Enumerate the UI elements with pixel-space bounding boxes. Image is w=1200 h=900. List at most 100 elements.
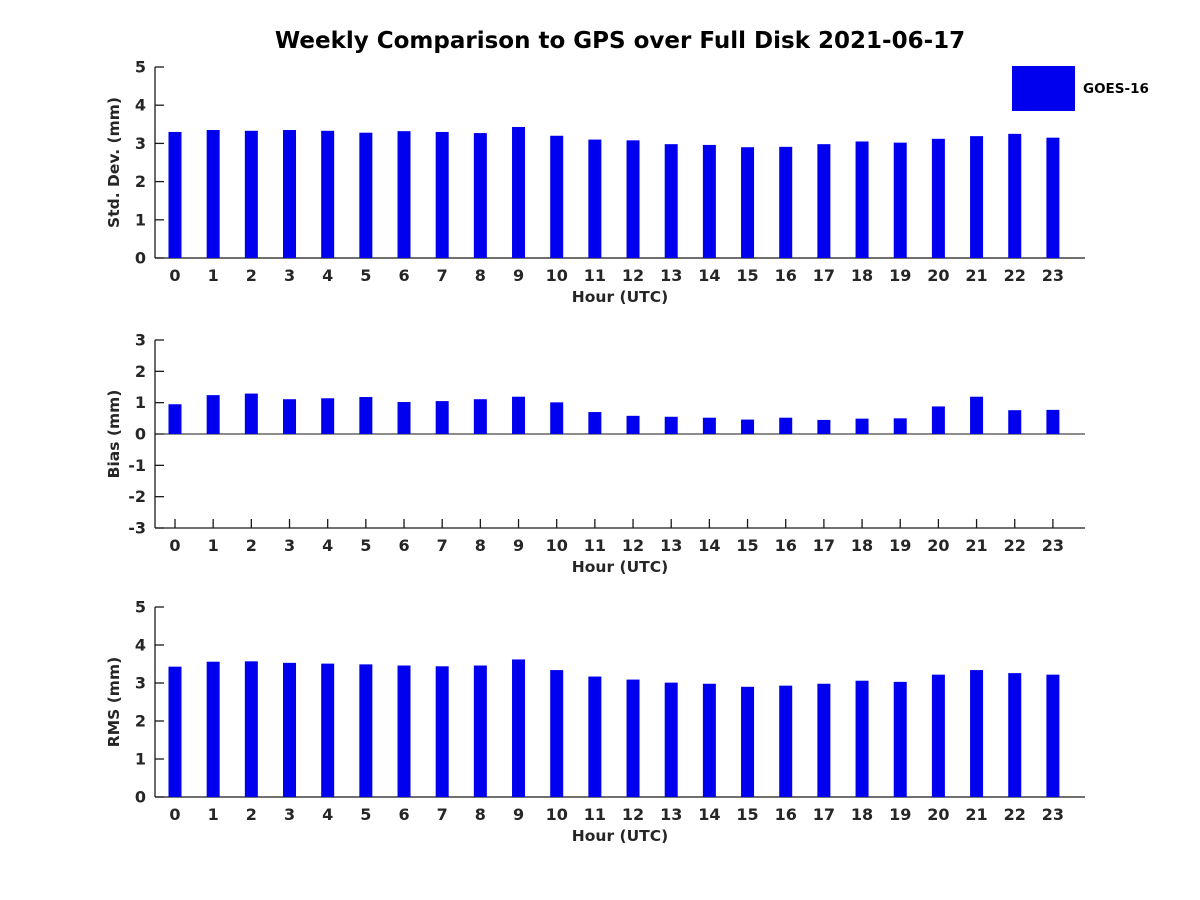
y-tick-label: -3 — [128, 519, 146, 538]
bar-hour-6 — [397, 131, 411, 258]
x-tick-label: 7 — [437, 536, 448, 555]
x-tick-label: 23 — [1042, 266, 1064, 285]
x-tick-label: 7 — [437, 805, 448, 824]
x-tick-label: 13 — [660, 266, 682, 285]
chart-title: Weekly Comparison to GPS over Full Disk … — [274, 28, 966, 54]
bar-hour-5 — [359, 132, 373, 258]
bar-hour-8 — [473, 399, 487, 434]
x-tick-label: 1 — [208, 536, 219, 555]
x-tick-label: 6 — [398, 266, 409, 285]
x-tick-label: 20 — [927, 536, 949, 555]
x-tick-label: 10 — [546, 266, 568, 285]
x-tick-label: 9 — [513, 266, 524, 285]
x-tick-label: 10 — [546, 536, 568, 555]
bar-hour-17 — [817, 683, 831, 797]
bar-hour-23 — [1046, 409, 1060, 434]
bar-hour-6 — [397, 402, 411, 434]
x-tick-label: 0 — [169, 266, 180, 285]
bar-hour-20 — [931, 138, 945, 258]
bar-hour-11 — [588, 139, 602, 258]
x-tick-label: 6 — [398, 805, 409, 824]
bar-hour-15 — [741, 147, 755, 258]
y-tick-label: 5 — [135, 58, 146, 77]
x-tick-label: 22 — [1004, 266, 1026, 285]
y-tick-label: 5 — [135, 598, 146, 617]
x-tick-label: 12 — [622, 805, 644, 824]
bar-hour-16 — [779, 685, 793, 797]
bar-hour-19 — [893, 142, 907, 258]
bar-hour-0 — [168, 404, 182, 434]
y-tick-label: 0 — [135, 788, 146, 807]
x-tick-label: 22 — [1004, 805, 1026, 824]
bar-hour-7 — [435, 666, 449, 797]
x-tick-label: 1 — [208, 266, 219, 285]
x-tick-label: 22 — [1004, 536, 1026, 555]
x-tick-label: 5 — [360, 805, 371, 824]
x-tick-label: 2 — [246, 536, 257, 555]
bar-hour-3 — [283, 662, 297, 797]
bar-hour-23 — [1046, 137, 1060, 258]
bar-hour-10 — [550, 402, 564, 434]
bar-hour-15 — [741, 419, 755, 434]
x-tick-label: 0 — [169, 536, 180, 555]
bar-hour-2 — [244, 661, 258, 797]
x-tick-label: 8 — [475, 805, 486, 824]
y-tick-label: 2 — [135, 362, 146, 381]
bar-hour-1 — [206, 395, 220, 434]
x-tick-label: 21 — [965, 536, 987, 555]
bar-hour-21 — [970, 670, 984, 797]
bar-hour-16 — [779, 417, 793, 434]
y-tick-label: 1 — [135, 393, 146, 412]
bar-hour-20 — [931, 674, 945, 797]
bar-hour-13 — [664, 416, 678, 434]
bar-hour-21 — [970, 136, 984, 258]
bar-hour-1 — [206, 661, 220, 797]
x-tick-label: 17 — [813, 805, 835, 824]
bar-hour-13 — [664, 682, 678, 797]
legend: GOES-16 — [1012, 66, 1149, 111]
bar-hour-2 — [244, 130, 258, 258]
x-tick-label: 2 — [246, 805, 257, 824]
bar-hour-9 — [512, 396, 526, 434]
x-tick-label: 19 — [889, 536, 911, 555]
x-tick-label: 17 — [813, 536, 835, 555]
bar-hour-6 — [397, 665, 411, 797]
x-tick-label: 4 — [322, 805, 333, 824]
bar-hour-18 — [855, 680, 869, 797]
bar-hour-15 — [741, 686, 755, 797]
x-tick-label: 15 — [736, 266, 758, 285]
x-tick-label: 15 — [736, 805, 758, 824]
x-tick-label: 11 — [584, 266, 606, 285]
y-axis-label: RMS (mm) — [105, 657, 123, 747]
x-tick-label: 6 — [398, 536, 409, 555]
bar-hour-9 — [512, 126, 526, 258]
bar-hour-14 — [702, 144, 716, 258]
y-tick-label: 3 — [135, 674, 146, 693]
bar-hour-17 — [817, 419, 831, 434]
bar-hour-8 — [473, 665, 487, 797]
x-tick-label: 3 — [284, 805, 295, 824]
x-tick-label: 13 — [660, 536, 682, 555]
bar-hour-23 — [1046, 674, 1060, 797]
bar-hour-5 — [359, 664, 373, 797]
bar-hour-3 — [283, 399, 297, 434]
x-tick-label: 16 — [775, 805, 797, 824]
bar-hour-18 — [855, 141, 869, 258]
bar-hour-12 — [626, 140, 640, 258]
y-tick-label: 4 — [135, 636, 146, 655]
bar-hour-21 — [970, 396, 984, 434]
x-tick-label: 14 — [698, 805, 720, 824]
x-tick-label: 4 — [322, 266, 333, 285]
x-tick-label: 11 — [584, 805, 606, 824]
bar-hour-13 — [664, 144, 678, 258]
y-tick-label: 1 — [135, 210, 146, 229]
bar-hour-11 — [588, 676, 602, 797]
x-tick-label: 18 — [851, 266, 873, 285]
x-tick-label: 23 — [1042, 805, 1064, 824]
x-tick-label: 2 — [246, 266, 257, 285]
x-tick-label: 14 — [698, 266, 720, 285]
bar-hour-11 — [588, 412, 602, 434]
y-tick-label: 0 — [135, 249, 146, 268]
legend-label: GOES-16 — [1083, 80, 1149, 97]
